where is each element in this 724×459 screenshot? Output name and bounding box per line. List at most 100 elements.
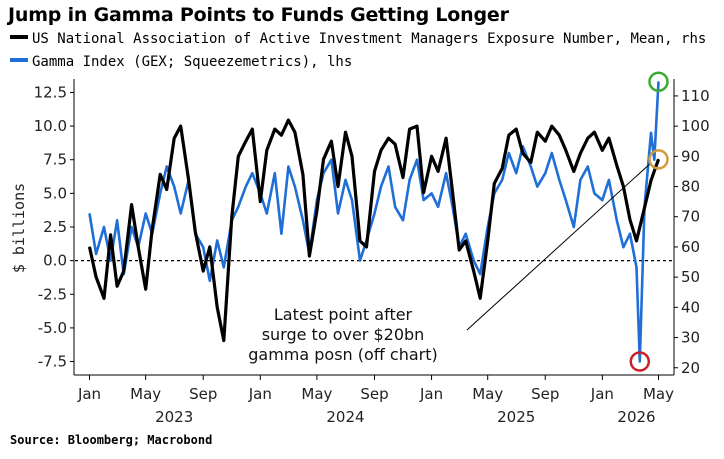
naaim-point	[202, 270, 204, 272]
right-tick-label: 50	[681, 268, 700, 286]
gex-point	[573, 226, 575, 228]
naaim-point	[173, 137, 175, 139]
gex-point	[387, 165, 390, 168]
x-month-label: May	[301, 385, 332, 403]
highlight-circle	[648, 71, 669, 92]
chart-title: Jump in Gamma Points to Funds Getting Lo…	[8, 4, 509, 26]
naaim-point	[344, 131, 347, 133]
naaim-point	[394, 143, 396, 145]
x-month-label: Sep	[189, 385, 217, 403]
naaim-point	[209, 246, 211, 248]
gex-point	[202, 246, 204, 248]
gex-point	[359, 260, 361, 262]
naaim-point	[294, 131, 296, 133]
gex-point	[373, 212, 376, 215]
naaim-point	[216, 306, 218, 308]
naaim-point	[116, 285, 118, 287]
right-tick-label: 70	[681, 208, 700, 226]
gex-point	[639, 360, 641, 363]
gex-point	[145, 212, 147, 215]
naaim-point	[458, 249, 460, 251]
gex-point	[351, 199, 353, 201]
gex-point	[653, 159, 655, 161]
naaim-point	[123, 270, 125, 272]
gex-point	[302, 219, 304, 221]
naaim-point	[237, 155, 239, 157]
gex-point	[536, 186, 538, 188]
legend-label-naaim: US National Association of Active Invest…	[32, 31, 707, 47]
naaim-point	[593, 131, 595, 133]
naaim-point	[493, 182, 495, 185]
gex-point	[508, 152, 510, 154]
gex-point	[479, 273, 481, 275]
naaim-point	[145, 288, 147, 290]
naaim-point	[251, 128, 253, 130]
gex-point	[266, 212, 268, 215]
naaim-point	[137, 246, 139, 248]
naaim-point	[616, 164, 618, 166]
gex-point	[116, 219, 118, 221]
naaim-point	[650, 179, 652, 182]
naaim-point	[573, 170, 575, 173]
gex-point	[629, 233, 631, 235]
naaim-point	[330, 140, 333, 142]
annotation-pointer-line	[466, 162, 651, 331]
x-axis-ticks: Jan May Sep Jan May Sep Jan May Sep Jan May 2023 202…	[77, 375, 674, 426]
naaim-point	[530, 161, 532, 163]
naaim-point	[430, 155, 433, 157]
gex-point	[131, 226, 133, 228]
gex-point	[216, 239, 218, 242]
right-tick-label: 90	[681, 147, 700, 165]
gex-point	[465, 233, 467, 235]
gex-point	[473, 260, 475, 262]
naaim-point	[536, 131, 538, 133]
naaim-point	[402, 176, 404, 179]
naaim-point	[180, 125, 182, 127]
naaim-point	[302, 173, 304, 176]
gex-point	[209, 280, 211, 282]
naaim-point	[166, 188, 168, 191]
naaim-point	[657, 158, 660, 160]
naaim-point	[479, 297, 481, 299]
naaim-point	[131, 204, 133, 206]
right-tick-label: 30	[681, 329, 700, 347]
naaim-point	[231, 216, 233, 218]
gex-point	[657, 81, 660, 83]
right-axis-ticks: 110 100 90 80 70 60 50 40 30 20	[674, 87, 710, 377]
legend-label-gex: Gamma Index (GEX; Squeezemetrics), lhs	[32, 54, 353, 70]
gex-point	[95, 253, 97, 255]
naaim-point	[359, 240, 361, 242]
naaim-point	[579, 152, 581, 154]
gex-point	[622, 246, 625, 248]
series-layer	[87, 81, 661, 363]
naaim-point	[437, 170, 439, 173]
naaim-point	[151, 228, 153, 230]
naaim-point	[487, 240, 489, 242]
naaim-point	[95, 276, 97, 278]
naaim-point	[103, 297, 105, 299]
x-month-label: May	[130, 385, 161, 403]
naaim-point	[188, 179, 190, 182]
naaim-point	[515, 128, 517, 130]
naaim-point	[445, 137, 447, 139]
x-year-label: 2026	[617, 408, 655, 426]
right-tick-label: 110	[681, 87, 710, 105]
gex-point	[650, 132, 652, 134]
gex-point	[223, 266, 225, 268]
x-month-label: Jan	[77, 385, 101, 403]
naaim-point	[274, 128, 276, 130]
legend-item-gex: Gamma Index (GEX; Squeezemetrics), lhs	[10, 54, 352, 70]
naaim-point	[322, 158, 325, 160]
gex-point	[422, 199, 425, 201]
gex-point	[330, 159, 333, 161]
gex-point	[245, 186, 247, 188]
gex-point	[608, 179, 610, 181]
gex-point	[251, 172, 253, 174]
x-month-label: Jan	[248, 385, 272, 403]
annotation-line-3: gamma posn (off chart)	[248, 345, 438, 364]
left-tick-label: 5.0	[43, 184, 67, 202]
gex-point	[565, 199, 567, 201]
naaim-point	[365, 246, 368, 248]
naaim-point	[643, 207, 646, 209]
gex-point	[344, 179, 347, 181]
